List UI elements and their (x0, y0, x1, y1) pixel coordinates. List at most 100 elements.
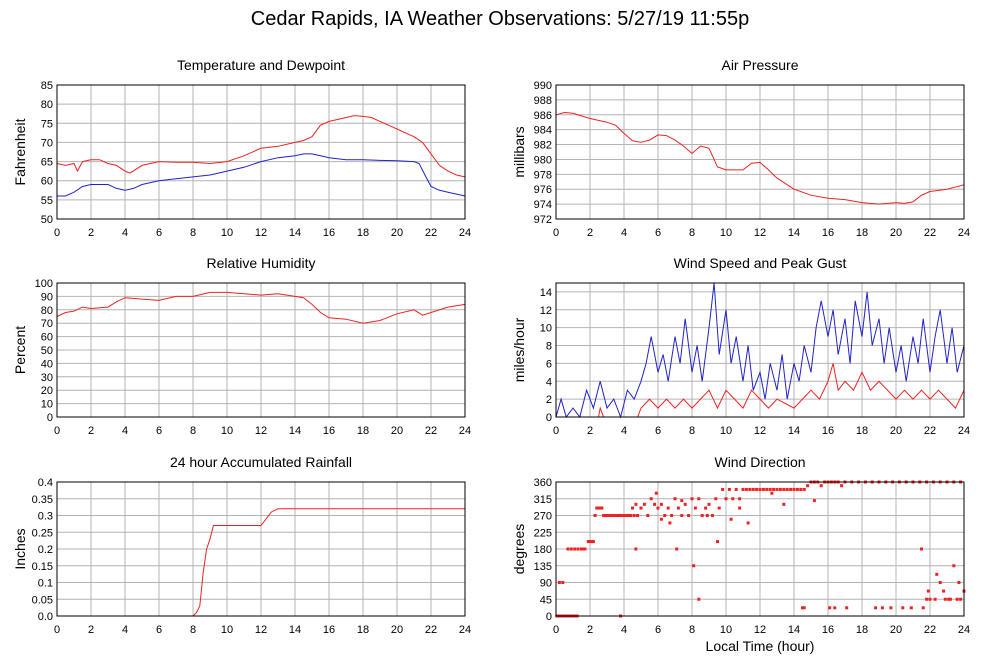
humidity-y-tick-label: 100 (35, 278, 53, 290)
direction-point (654, 491, 658, 495)
direction-point (765, 487, 769, 491)
direction-point (772, 487, 776, 491)
direction-point (690, 497, 694, 501)
direction-x-tick-label: 8 (689, 624, 695, 636)
pressure-x-tick-label: 10 (720, 227, 732, 239)
direction-point (943, 597, 947, 601)
direction-point (828, 606, 832, 610)
direction-point (729, 517, 733, 521)
direction-point (597, 506, 600, 510)
direction-point (792, 487, 796, 491)
rain-x-tick-label: 2 (88, 624, 94, 636)
wind-x-tick-label: 24 (958, 425, 970, 437)
direction-point (620, 514, 624, 517)
humidity-y-axis-label: Percent (12, 326, 28, 374)
rain-y-tick-label: 0.05 (32, 594, 53, 606)
direction-point (741, 487, 745, 491)
rain-y-axis-label: Inches (12, 528, 28, 569)
pressure-x-tick-label: 6 (655, 227, 661, 239)
humidity-x-tick-label: 14 (289, 425, 301, 437)
direction-point (801, 606, 804, 610)
temp-y-tick-label: 55 (41, 195, 53, 207)
direction-point (880, 606, 884, 610)
temp-y-tick-label: 60 (41, 176, 53, 188)
direction-point (948, 597, 952, 601)
wind-x-tick-label: 10 (720, 425, 732, 437)
humidity-x-tick-label: 18 (357, 425, 369, 437)
direction-point (889, 606, 893, 610)
direction-point (789, 487, 793, 491)
temp-x-tick-label: 22 (425, 227, 437, 239)
pressure-x-tick-label: 12 (754, 227, 766, 239)
direction-point (557, 581, 561, 584)
direction-point (705, 514, 709, 517)
direction-point (634, 547, 638, 551)
direction-frame (555, 481, 965, 617)
wind-y-tick-label: 8 (546, 341, 552, 353)
direction-y-tick-label: 0 (546, 611, 552, 623)
direction-point (600, 506, 604, 510)
wind-x-tick-label: 20 (890, 425, 902, 437)
direction-point (646, 514, 650, 517)
direction-point (627, 514, 631, 517)
direction-chart: 0 2 4 6 8 10 12 14 16 18 20 22 240459013518022527031… (511, 454, 970, 654)
direction-point (590, 540, 594, 544)
humidity-y-tick-label: 70 (41, 318, 53, 330)
pressure-x-tick-label: 24 (958, 227, 970, 239)
direction-point (874, 606, 878, 610)
direction-y-tick-label: 180 (534, 544, 552, 556)
humidity-x-tick-label: 4 (122, 425, 128, 437)
humidity-y-tick-label: 30 (41, 372, 53, 384)
pressure-x-tick-label: 2 (587, 227, 593, 239)
direction-point (734, 487, 738, 491)
rain-x-tick-label: 12 (255, 624, 267, 636)
direction-point (778, 487, 782, 491)
direction-point (607, 514, 611, 517)
direction-point (663, 514, 667, 517)
humidity-x-tick-label: 16 (323, 425, 335, 437)
rain-x-tick-label: 10 (221, 624, 233, 636)
direction-point (710, 514, 714, 517)
direction-point (716, 540, 719, 544)
pressure-y-tick-label: 988 (534, 95, 552, 107)
direction-y-tick-label: 135 (534, 561, 552, 573)
temp-x-tick-label: 2 (88, 227, 94, 239)
direction-point (938, 581, 942, 584)
humidity-frame (56, 282, 466, 418)
humidity-y-tick-label: 80 (41, 305, 53, 317)
direction-point (920, 547, 923, 551)
direction-point (612, 514, 616, 517)
temp-x-tick-label: 4 (122, 227, 128, 239)
rain-y-tick-label: 0.15 (32, 561, 53, 573)
direction-point (746, 521, 750, 525)
humidity-y-tick-label: 20 (41, 385, 53, 397)
direction-point (806, 484, 810, 488)
humidity-x-tick-label: 2 (88, 425, 94, 437)
direction-point (802, 487, 806, 491)
direction-point (617, 514, 621, 517)
direction-point (845, 606, 849, 610)
direction-point (909, 606, 913, 610)
pressure-y-tick-label: 982 (534, 140, 552, 152)
direction-point (566, 547, 570, 551)
direction-point (802, 606, 806, 610)
rain-x-tick-label: 16 (323, 624, 335, 636)
rain-title: 24 hour Accumulated Rainfall (170, 454, 352, 470)
rain-x-tick-label: 0 (54, 624, 60, 636)
rain-x-tick-label: 8 (190, 624, 196, 636)
direction-point (717, 506, 721, 510)
direction-point (603, 514, 607, 517)
direction-point (588, 540, 592, 544)
direction-point (751, 487, 755, 491)
wind-x-tick-label: 6 (655, 425, 661, 437)
humidity-y-tick-label: 50 (41, 345, 53, 357)
direction-point (680, 499, 684, 503)
temp-series-line-0 (56, 115, 466, 178)
direction-point (901, 606, 905, 610)
wind-series-line-1 (556, 363, 965, 418)
pressure-x-tick-label: 0 (553, 227, 559, 239)
direction-point (812, 499, 816, 503)
direction-x-tick-label: 24 (958, 624, 970, 636)
direction-point (697, 497, 701, 501)
